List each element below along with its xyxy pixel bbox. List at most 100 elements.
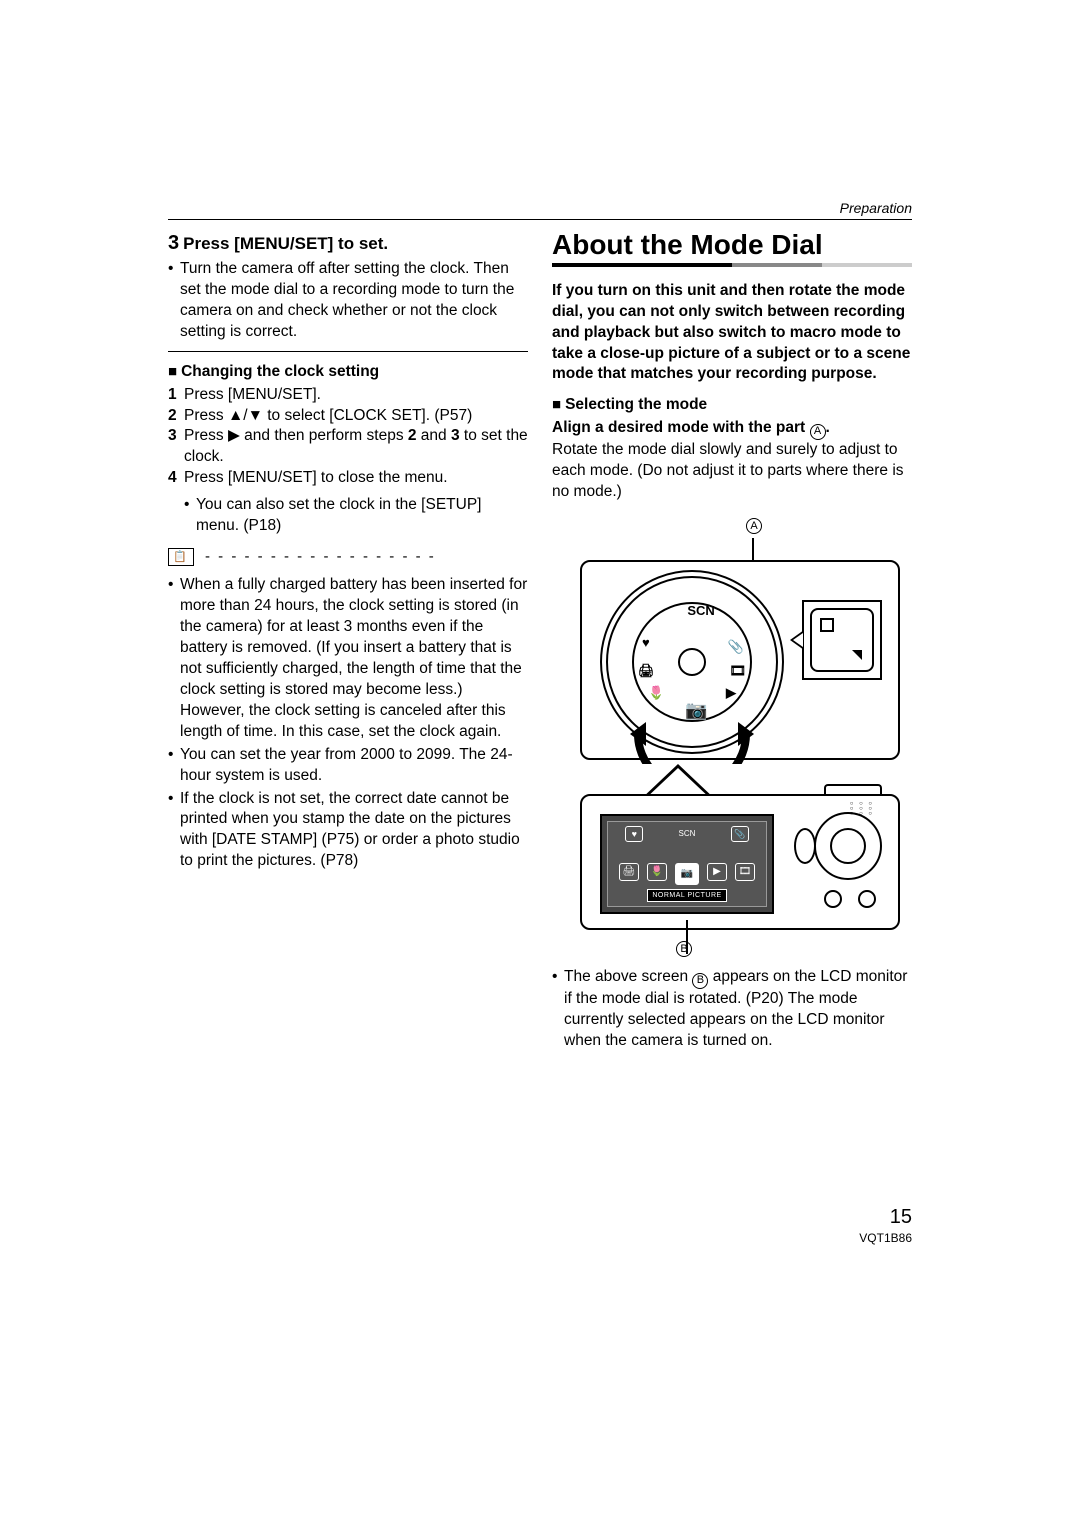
dial-mode-icon: ♥ (642, 634, 650, 652)
left-column: 3Press [MENU/SET] to set. Turn the camer… (168, 230, 528, 1054)
note-divider: 📋 - - - - - - - - - - - - - - - - - - (168, 547, 528, 567)
page: Preparation 3Press [MENU/SET] to set. Tu… (168, 200, 912, 1054)
alignment-target (802, 600, 882, 680)
lcd-camera-icon: 📷 (675, 863, 699, 885)
changing-clock-heading: ■Changing the clock setting (168, 362, 528, 383)
page-title: About the Mode Dial (552, 230, 912, 261)
button-circle-icon (858, 890, 876, 908)
step-text: and then perform steps (240, 427, 408, 444)
button-circle-icon (824, 890, 842, 908)
step-text: Press (184, 407, 228, 424)
section-header: Preparation (168, 200, 912, 220)
camera-bump (824, 784, 882, 794)
lcd-icon: 📎 (731, 826, 749, 842)
note-text: The above screen (564, 968, 692, 985)
arrow-right-icon: ▶ (228, 427, 240, 444)
page-number: 15 (168, 1206, 912, 1229)
step-text: and (417, 427, 451, 444)
corner-tri-icon (852, 650, 862, 660)
list-item: 4 Press [MENU/SET] to close the menu. (168, 468, 528, 489)
changing-clock-steps: 1 Press [MENU/SET]. 2 Press ▲/▼ to select … (168, 385, 528, 490)
dial-mode-icon: 🌷 (648, 684, 664, 702)
step-number: 3 (168, 232, 179, 254)
camera-back-diagram: ○ ○ ○○ ○ ○○ ○ ○ ♥ SCN 📎 🖨 🌷 (580, 794, 900, 957)
lcd-top-row: ♥ SCN 📎 (608, 826, 766, 842)
lcd-mid-row: 🖨 🌷 📷 ▶ 🎞 (619, 863, 755, 885)
dial-mode-icon: 📎 (728, 638, 744, 656)
align-text-end: . (826, 419, 830, 436)
step-3-heading: 3Press [MENU/SET] to set. (168, 230, 528, 257)
mode-dial-diagram: A SCN ♥ 🖨 🌷 ▶ 📷 📎 (580, 513, 900, 958)
square-bullet-icon: ■ (168, 363, 177, 380)
list-item: You can set the year from 2000 to 2099. … (168, 745, 528, 787)
step-num: 2 (168, 406, 177, 427)
step-num: 3 (168, 426, 177, 447)
step-title: Press [MENU/SET] to set. (183, 234, 388, 253)
corner-mark-icon (820, 618, 834, 632)
step-num: 4 (168, 468, 177, 489)
step-3-note: Turn the camera off after setting the cl… (168, 259, 528, 343)
camera-body: ○ ○ ○○ ○ ○○ ○ ○ ♥ SCN 📎 🖨 🌷 (580, 794, 900, 930)
label-b: B (676, 936, 900, 957)
notes-list: When a fully charged battery has been in… (168, 575, 528, 872)
step-num: 1 (168, 385, 177, 406)
circled-a-icon: A (810, 424, 826, 440)
list-item: If the clock is not set, the correct dat… (168, 789, 528, 873)
screen-note-list: The above screen B appears on the LCD mo… (552, 967, 912, 1051)
pointer-icon (790, 630, 804, 650)
step-text: Press [MENU/SET] to close the menu. (184, 469, 448, 486)
step-text: to select [CLOCK SET]. (P57) (263, 407, 472, 424)
document-id: VQT1B86 (168, 1231, 912, 1245)
leader-line-a (752, 538, 754, 560)
dial-mode-icon: 🎞 (729, 662, 746, 680)
note-icon: 📋 (168, 548, 194, 566)
square-bullet-icon: ■ (552, 396, 561, 413)
align-instruction: Align a desired mode with the part A. (552, 418, 912, 439)
list-item: 1 Press [MENU/SET]. (168, 385, 528, 406)
step-text: Press [MENU/SET]. (184, 386, 321, 403)
page-footer: 15 VQT1B86 (168, 1206, 912, 1245)
lcd-content: ♥ SCN 📎 🖨 🌷 📷 ▶ 🎞 (607, 821, 767, 907)
label-a: A (734, 513, 774, 534)
two-column-layout: 3Press [MENU/SET] to set. Turn the camer… (168, 230, 912, 1054)
dial-mode-icon: ▶ (726, 684, 736, 702)
leader-line-b (686, 920, 688, 954)
list-item: The above screen B appears on the LCD mo… (552, 967, 912, 1051)
lcd-icon: 🎞 (735, 863, 755, 881)
selecting-mode-label: Selecting the mode (565, 396, 707, 413)
rotate-instruction: Rotate the mode dial slowly and surely t… (552, 440, 912, 503)
step-text: Press (184, 427, 228, 444)
circled-b-icon: B (692, 973, 708, 989)
setup-menu-note: You can also set the clock in the [SETUP… (168, 495, 528, 537)
control-ring (814, 812, 882, 880)
lcd-icon: ♥ (625, 826, 643, 842)
lcd-caption: NORMAL PICTURE (647, 889, 726, 902)
lcd-icon: 🌷 (647, 863, 667, 881)
arrows-icon: ▲/▼ (228, 407, 263, 424)
target-inner (810, 608, 874, 672)
rotate-arrows-icon (628, 704, 756, 764)
intro-paragraph: If you turn on this unit and then rotate… (552, 281, 912, 386)
dash-line: - - - - - - - - - - - - - - - - - - (205, 547, 528, 567)
bold-num: 3 (451, 427, 460, 444)
divider (168, 351, 528, 352)
circled-b-icon: B (676, 941, 692, 957)
bold-num: 2 (408, 427, 417, 444)
changing-clock-label: Changing the clock setting (181, 363, 379, 380)
selecting-mode-heading: ■Selecting the mode (552, 395, 912, 416)
small-buttons (824, 890, 876, 908)
dial-mode-icon: SCN (687, 602, 714, 620)
dial-panel: SCN ♥ 🖨 🌷 ▶ 📷 📎 🎞 (580, 560, 900, 760)
zoom-lever-icon (794, 828, 816, 864)
dial-center (678, 648, 706, 676)
right-column: About the Mode Dial If you turn on this … (552, 230, 912, 1054)
lcd-icon: ▶ (707, 863, 727, 881)
dial-mode-icon: 🖨 (638, 662, 655, 680)
align-text: Align a desired mode with the part (552, 419, 810, 436)
lcd-icon: SCN (678, 826, 696, 842)
lcd-screen: ♥ SCN 📎 🖨 🌷 📷 ▶ 🎞 (600, 814, 774, 914)
list-item: 3Press ▶ and then perform steps 2 and 3 … (168, 426, 528, 468)
title-underline (552, 263, 912, 267)
list-item: When a fully charged battery has been in… (168, 575, 528, 742)
circled-a-icon: A (746, 518, 762, 534)
